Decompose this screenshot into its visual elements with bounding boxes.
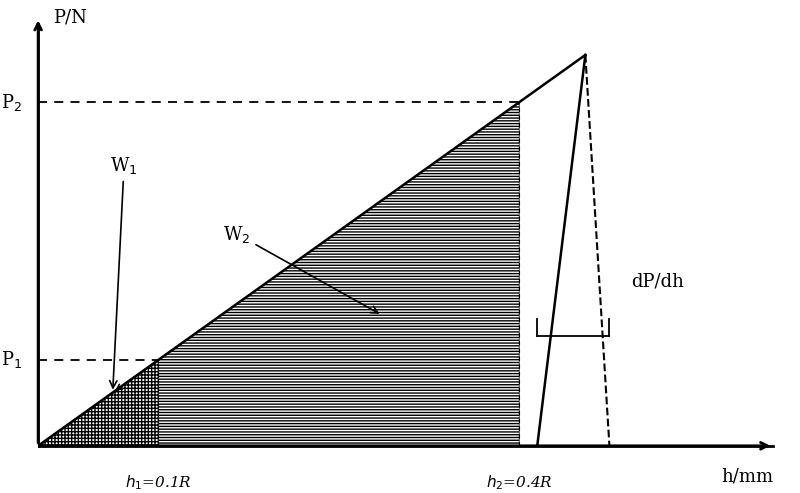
Text: h/mm: h/mm [721, 467, 773, 485]
Polygon shape [158, 102, 519, 446]
Text: W$_{2}$: W$_{2}$ [223, 224, 378, 313]
Text: dP/dh: dP/dh [631, 273, 684, 291]
Text: W$_{1}$: W$_{1}$ [110, 155, 138, 388]
Text: P/N: P/N [53, 8, 86, 26]
Polygon shape [38, 360, 158, 446]
Text: $h_{2}$=0.4R: $h_{2}$=0.4R [486, 473, 553, 492]
Text: P$_{2}$: P$_{2}$ [2, 92, 22, 113]
Text: $h_{1}$=0.1R: $h_{1}$=0.1R [125, 473, 192, 492]
Text: P$_{1}$: P$_{1}$ [2, 350, 22, 370]
